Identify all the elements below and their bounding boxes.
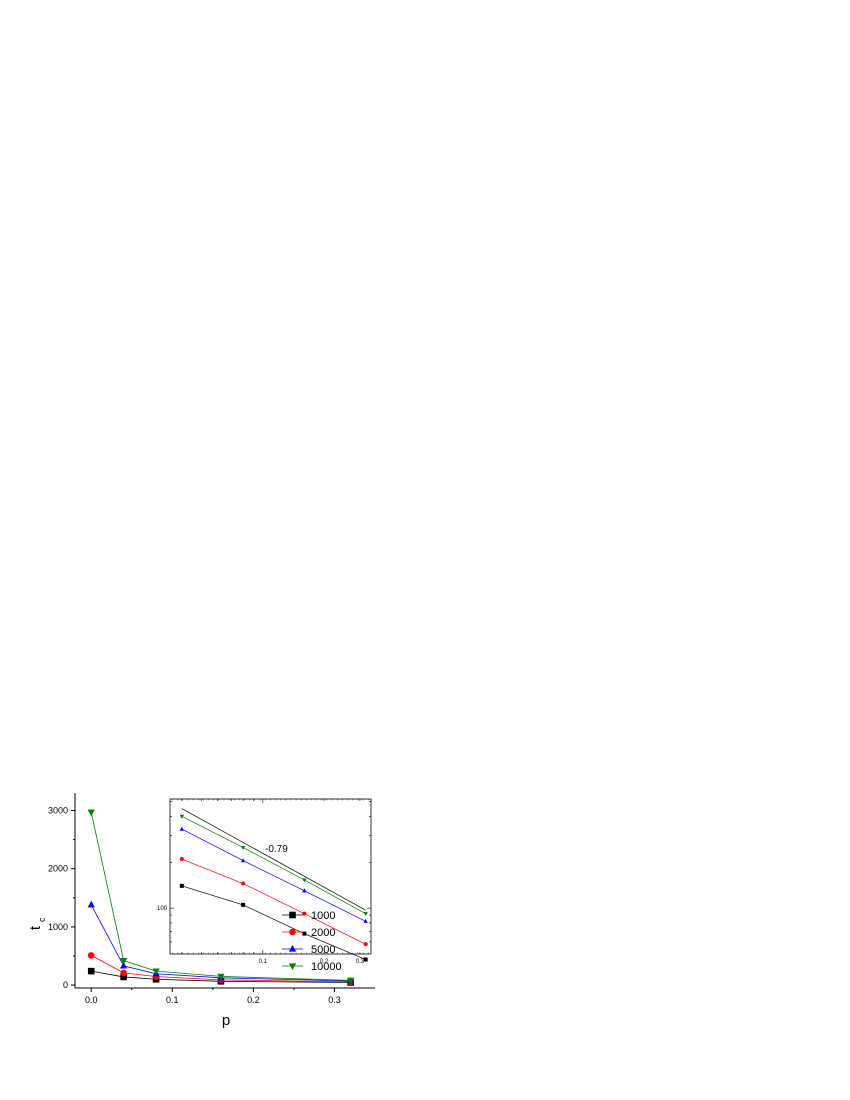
inset-series-line-10000 (181, 816, 366, 914)
y-axis-label-main: t (27, 925, 44, 930)
inset-series-line-2000 (181, 858, 366, 945)
inset-frame (169, 798, 372, 955)
inset-y-tick-label: 100 (157, 906, 168, 912)
inset-x-tick-label: 0.2 (320, 959, 329, 965)
legend-label-10000: 10000 (311, 961, 342, 973)
legend-marker-2000 (289, 928, 296, 936)
inset-data-point-1000 (363, 957, 368, 962)
inset-fit-line (181, 808, 366, 911)
legend-label-2000: 2000 (311, 927, 335, 939)
x-tick-label: 0.3 (328, 995, 341, 1005)
data-point-10000 (120, 958, 128, 965)
legend-marker-10000 (288, 963, 297, 970)
data-point-5000 (87, 900, 95, 908)
x-tick-label: 0.1 (166, 995, 179, 1005)
inset-plot: 0.1 0.2 0.3 100 -0.79 (157, 798, 372, 965)
y-tick-label: 2000 (48, 864, 68, 874)
inset-data-point-2000 (363, 942, 368, 947)
data-point-10000 (217, 973, 225, 981)
legend-label-5000: 5000 (311, 944, 335, 956)
inset-data-point-10000 (179, 814, 185, 819)
y-tick-label: 3000 (48, 805, 68, 815)
inset-slope-annotation: -0.79 (265, 844, 288, 855)
y-axis-label: tc (27, 917, 47, 930)
y-tick-label: 0 (63, 980, 68, 990)
inset-data-point-2000 (179, 857, 184, 862)
inset-x-tick-label: 0.3 (356, 959, 365, 965)
inset-data-point-5000 (302, 888, 307, 893)
y-axis-label-subscript: c (37, 917, 47, 922)
data-point-5000 (120, 961, 128, 969)
inset-data-point-5000 (363, 918, 368, 923)
x-tick-label: 0.0 (85, 995, 98, 1005)
inset-data-point-10000 (302, 878, 307, 883)
data-point-10000 (152, 968, 160, 976)
inset-x-tick-label: 0.1 (259, 959, 268, 965)
inset-data-point-2000 (302, 911, 307, 916)
inset-data-point-1000 (302, 931, 307, 936)
inset-data-point-5000 (179, 826, 185, 831)
legend-marker-1000 (289, 911, 296, 919)
inset-data-point-2000 (241, 881, 246, 886)
inset-data-point-5000 (240, 858, 246, 863)
y-tick-label: 1000 (48, 922, 68, 932)
legend: 1000 2000 5000 10000 (282, 910, 342, 973)
inset-series-line-5000 (181, 828, 366, 922)
legend-marker-5000 (288, 945, 297, 952)
data-point-2000 (120, 969, 127, 977)
inset-data-point-1000 (241, 902, 246, 907)
data-point-2000 (87, 952, 95, 959)
data-point-1000 (120, 973, 127, 981)
inset-data-point-1000 (179, 883, 184, 888)
data-point-10000 (87, 809, 95, 817)
inset-series-line-1000 (181, 885, 366, 960)
data-point-10000 (347, 977, 355, 985)
legend-label-1000: 1000 (311, 910, 335, 922)
data-point-1000 (87, 967, 95, 975)
inset-data-point-10000 (240, 845, 246, 850)
x-tick-label: 0.2 (247, 995, 260, 1005)
x-axis-label: p (222, 1012, 230, 1029)
inset-data-point-10000 (363, 912, 368, 917)
main-plot: 0 1000 2000 3000 0.0 0.1 0.2 0.3 p tc (27, 793, 375, 1029)
